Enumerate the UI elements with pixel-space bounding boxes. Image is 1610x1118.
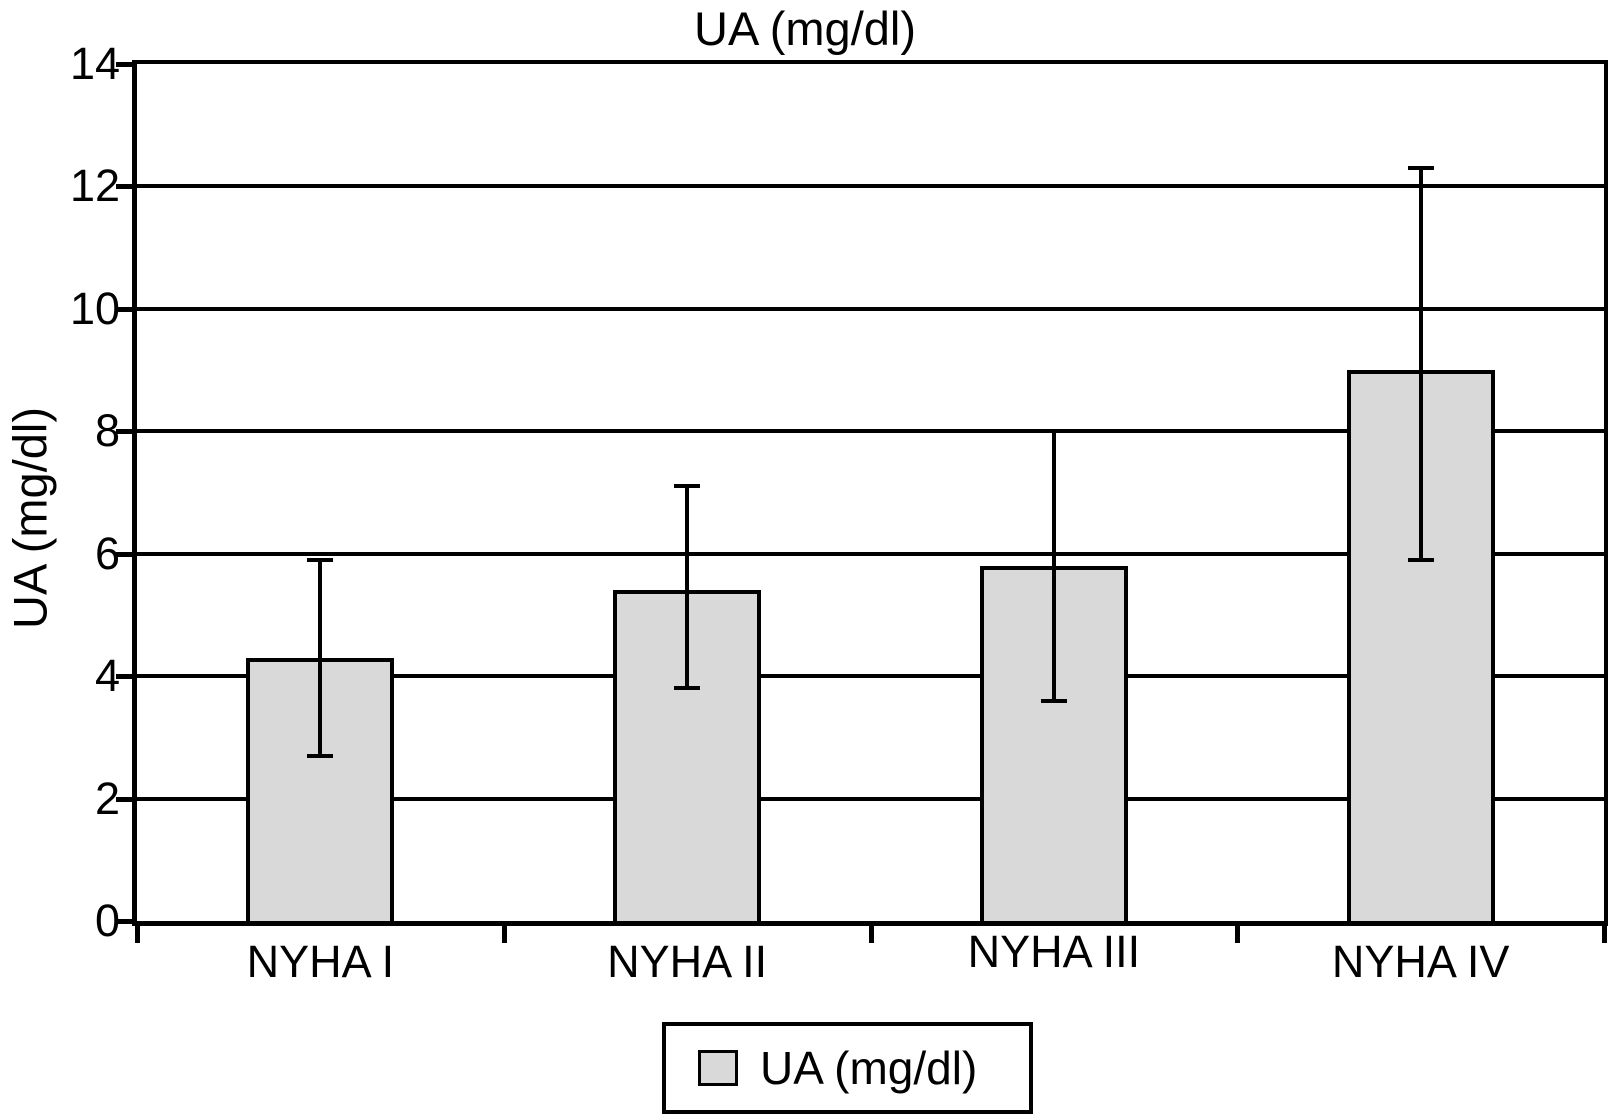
legend-label: UA (mg/dl): [760, 1042, 978, 1094]
gridline: [137, 551, 1604, 556]
gridline: [137, 674, 1604, 679]
chart-title: UA (mg/dl): [694, 2, 916, 55]
error-bar-cap: [674, 484, 701, 489]
error-bar-cap: [1040, 429, 1067, 434]
x-tick: [135, 921, 140, 943]
gridline: [137, 184, 1604, 189]
error-bar-cap: [1407, 557, 1434, 562]
y-tick: [116, 306, 132, 312]
y-tick: [116, 551, 132, 557]
error-bar-line: [1051, 431, 1056, 701]
y-tick-label: 6: [94, 527, 120, 579]
y-tick-label: 0: [94, 895, 120, 946]
plot-area: [132, 60, 1608, 926]
error-bar-line: [1418, 168, 1423, 560]
error-bar-cap: [674, 686, 701, 691]
y-tick-label: 14: [69, 38, 120, 89]
y-tick: [116, 62, 132, 67]
y-tick: [116, 919, 132, 924]
y-tick-label: 10: [69, 282, 120, 334]
error-bar-line: [318, 559, 323, 756]
legend: UA (mg/dl): [662, 1022, 1033, 1114]
y-tick: [116, 429, 132, 435]
x-tick: [1602, 921, 1607, 943]
x-category-label: NYHA I: [246, 936, 395, 987]
y-tick: [116, 674, 132, 680]
x-tick: [501, 921, 507, 943]
error-bar-cap: [1407, 166, 1434, 171]
y-tick-label: 4: [94, 650, 120, 702]
error-bar-line: [685, 486, 690, 689]
error-bar-cap: [307, 557, 334, 562]
legend-swatch-icon: [698, 1050, 738, 1086]
y-tick: [116, 796, 132, 802]
y-tick-label: 12: [69, 160, 120, 212]
error-bar-cap: [1040, 698, 1067, 703]
error-bar-cap: [307, 753, 334, 758]
x-category-label: NYHA II: [607, 936, 768, 987]
x-tick: [1235, 921, 1241, 943]
gridline: [137, 796, 1604, 801]
y-tick-label: 8: [94, 405, 120, 457]
gridline: [137, 429, 1604, 434]
y-tick: [116, 184, 132, 190]
x-category-label: NYHA IV: [1331, 936, 1510, 987]
x-tick: [868, 921, 874, 943]
gridline: [137, 306, 1604, 311]
x-category-label: NYHA III: [967, 926, 1141, 977]
y-tick-label: 2: [94, 772, 120, 824]
